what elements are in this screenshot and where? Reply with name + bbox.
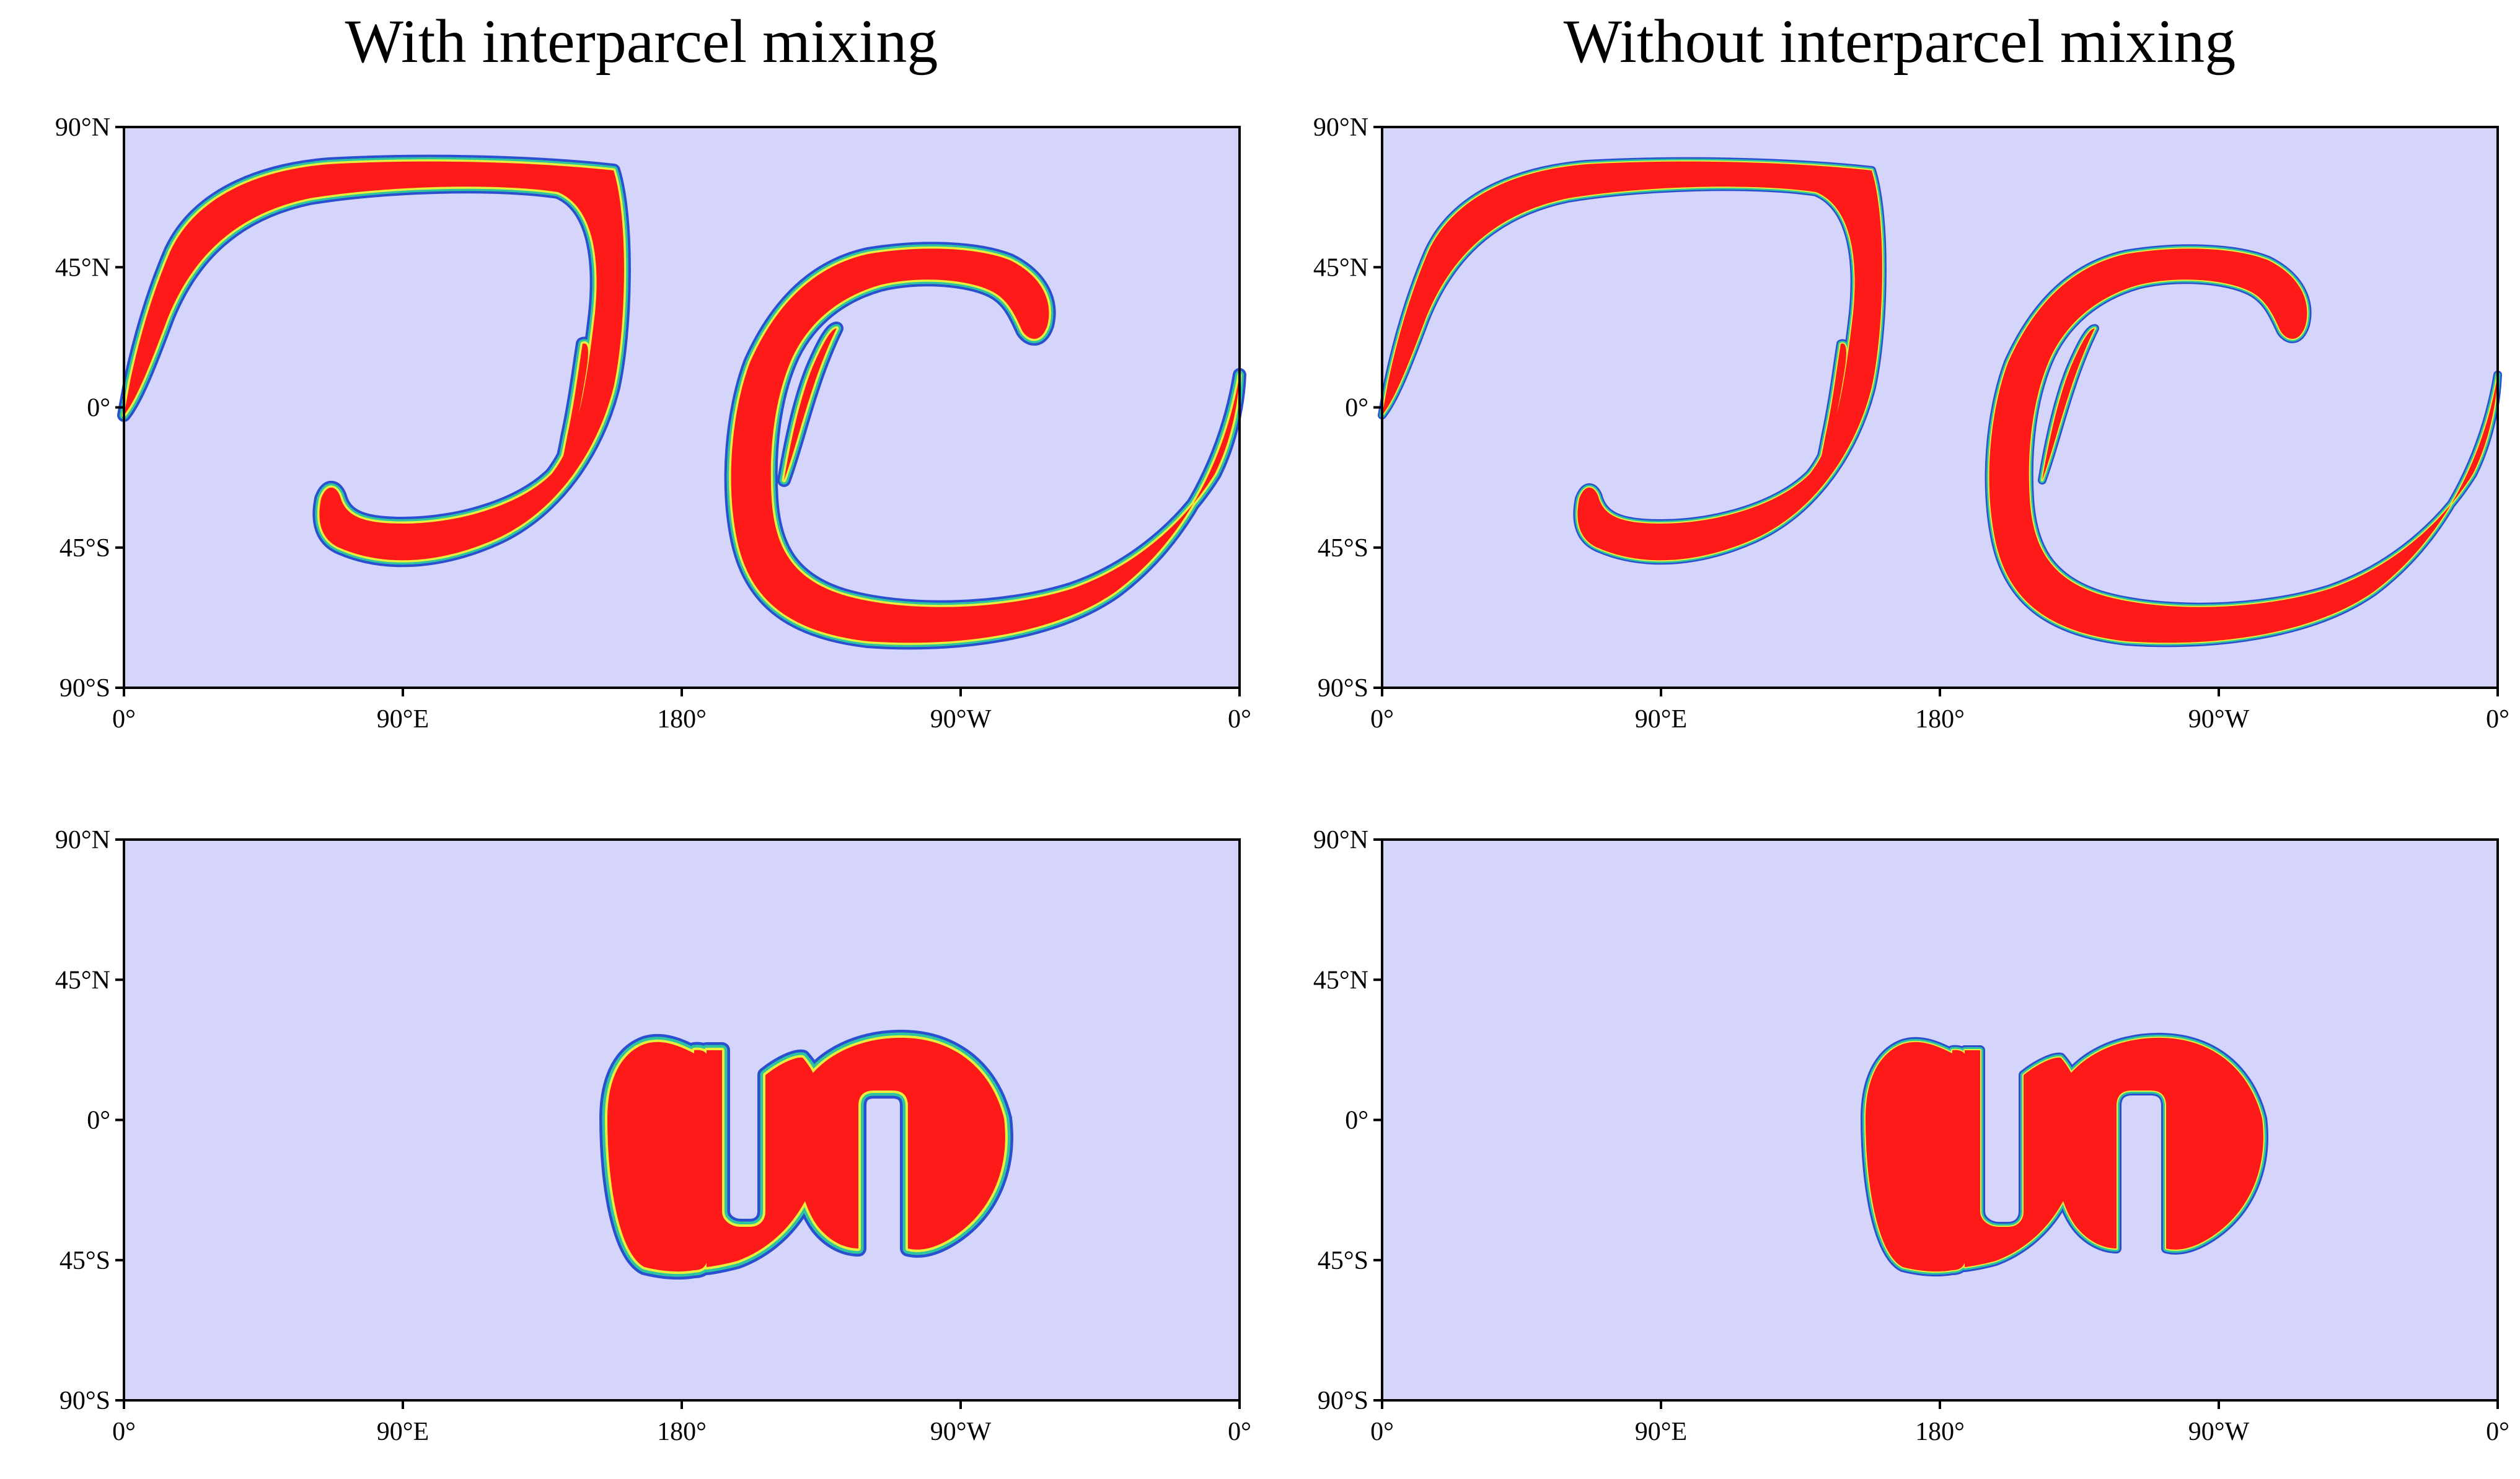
panel-bottom-left xyxy=(123,838,1241,1402)
lat-tick-label: 90°N xyxy=(55,826,110,854)
lat-tick-label: 0° xyxy=(87,1107,110,1135)
lon-tick-label: 0° xyxy=(1370,1418,1394,1446)
lon-tick-label: 90°E xyxy=(377,705,429,734)
lat-tick-label: 90°S xyxy=(1318,674,1368,703)
title-with-mixing: With interparcel mixing xyxy=(345,7,938,76)
lon-tick-label: 180° xyxy=(657,705,707,734)
lat-tick-label: 90°N xyxy=(1313,113,1368,142)
lat-tick-label: 45°S xyxy=(59,1247,110,1275)
lon-tick-label: 0° xyxy=(112,705,136,734)
lat-tick-label: 45°N xyxy=(55,966,110,994)
lat-tick-label: 45°N xyxy=(1313,966,1368,994)
lat-tick-label: 90°S xyxy=(59,674,110,703)
lon-tick-label: 180° xyxy=(1915,705,1965,734)
lon-tick-label: 90°W xyxy=(930,705,992,734)
axes-bottom-right: 90°N45°N0°45°S90°S0° 90°E 180° 90°W 0° xyxy=(1313,826,2509,1446)
lat-tick-label: 45°S xyxy=(1318,1247,1368,1275)
lon-tick-label: 90°E xyxy=(1635,1418,1687,1446)
lon-tick-label: 0° xyxy=(2486,705,2509,734)
lon-tick-label: 90°W xyxy=(930,1418,992,1446)
lat-tick-label: 45°N xyxy=(1313,253,1368,282)
title-without-mixing: Without interparcel mixing xyxy=(1564,7,2236,76)
lon-tick-label: 180° xyxy=(1915,1418,1965,1446)
lat-tick-label: 0° xyxy=(1345,394,1368,423)
panel-top-right xyxy=(1382,126,2498,689)
lat-tick-label: 0° xyxy=(1345,1107,1368,1135)
lon-tick-label: 0° xyxy=(1228,1418,1251,1446)
lon-tick-label: 90°W xyxy=(2188,1418,2250,1446)
panel-top-left xyxy=(124,126,1240,689)
axes-bottom-left: 90°N45°N0°45°S90°S0° 90°E 180° 90°W 0° xyxy=(55,826,1251,1446)
lat-tick-label: 0° xyxy=(87,394,110,423)
lat-tick-label: 90°S xyxy=(1318,1387,1368,1415)
lon-tick-label: 0° xyxy=(1228,705,1251,734)
lon-tick-label: 90°E xyxy=(377,1418,429,1446)
lon-tick-label: 0° xyxy=(112,1418,136,1446)
lon-tick-label: 0° xyxy=(2486,1418,2509,1446)
lon-tick-label: 90°E xyxy=(1635,705,1687,734)
axes-layer: 90°N45°N0°45°S90°S0° 90°E 180° 90°W 0°90°N45… xyxy=(55,113,2509,1446)
axes-top-left: 90°N45°N0°45°S90°S0° 90°E 180° 90°W 0° xyxy=(55,113,1251,734)
lat-tick-label: 45°S xyxy=(1318,534,1368,563)
lon-tick-label: 0° xyxy=(1370,705,1394,734)
lat-tick-label: 45°S xyxy=(59,534,110,563)
lon-tick-label: 180° xyxy=(657,1418,707,1446)
lat-tick-label: 45°N xyxy=(55,253,110,282)
lon-tick-label: 90°W xyxy=(2188,705,2250,734)
axes-top-right: 90°N45°N0°45°S90°S0° 90°E 180° 90°W 0° xyxy=(1313,113,2509,734)
lat-tick-label: 90°N xyxy=(1313,826,1368,854)
lat-tick-label: 90°N xyxy=(55,113,110,142)
panel-bottom-right xyxy=(1381,838,2499,1402)
lat-tick-label: 90°S xyxy=(59,1387,110,1415)
